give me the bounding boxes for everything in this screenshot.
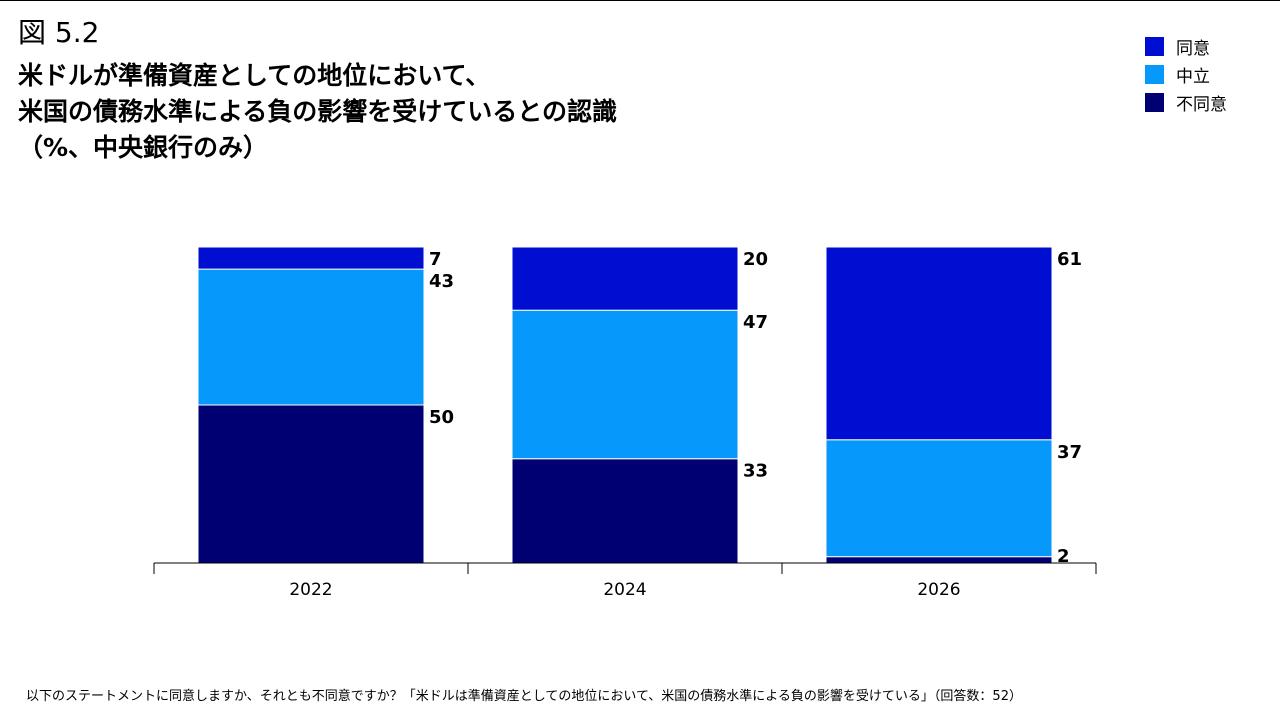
bar-2022-neutral: [197, 268, 425, 406]
legend-label-neutral: 中立: [1176, 66, 1210, 87]
legend-swatch-neutral: [1145, 64, 1164, 84]
footnote: 以下のステートメントに同意しますか、それとも不同意ですか？「米ドルは準備資産とし…: [26, 689, 1022, 704]
title-line-3: （%、中央銀行のみ）: [18, 133, 269, 162]
legend-swatch-disagree: [1145, 92, 1164, 112]
title-line-2: 米国の債務水準による負の影響を受けているとの認識: [18, 97, 618, 126]
legend-item-agree: 同意: [1145, 32, 1227, 60]
bar-2026-agree: [825, 246, 1053, 441]
bar-2022-agree: [197, 246, 425, 270]
x-tick-label-2022: 2022: [289, 580, 332, 600]
value-label-2026-disagree: 2: [1057, 546, 1070, 567]
value-label-2026-agree: 61: [1057, 249, 1082, 270]
bar-2022-disagree: [197, 404, 425, 564]
title-line-1: 米ドルが準備資産としての地位において、: [18, 61, 491, 90]
value-label-2024-agree: 20: [743, 249, 768, 270]
value-label-2024-disagree: 33: [743, 461, 768, 482]
legend-item-disagree: 不同意: [1145, 88, 1227, 116]
bar-2026-disagree: [825, 556, 1053, 564]
value-label-2022-neutral: 43: [429, 271, 454, 292]
bar-2024-agree: [511, 246, 739, 311]
legend: 同意 中立 不同意: [1145, 32, 1227, 116]
legend-label-agree: 同意: [1176, 38, 1210, 59]
legend-swatch-agree: [1145, 36, 1164, 56]
x-tick-label-2024: 2024: [603, 580, 646, 600]
x-tick-label-2026: 2026: [917, 580, 960, 600]
value-label-2026-neutral: 37: [1057, 442, 1082, 463]
bar-2026-neutral: [825, 439, 1053, 558]
bar-2024-disagree: [511, 458, 739, 564]
legend-label-disagree: 不同意: [1176, 94, 1227, 115]
legend-item-neutral: 中立: [1145, 60, 1227, 88]
value-label-2022-disagree: 50: [429, 407, 454, 428]
chart-title: 米ドルが準備資産としての地位において、 米国の債務水準による負の影響を受けている…: [18, 58, 617, 166]
bar-2024-neutral: [511, 309, 739, 460]
value-label-2024-neutral: 47: [743, 312, 768, 333]
top-rule: [0, 0, 1280, 1]
figure-label: 図 5.2: [18, 16, 100, 49]
value-label-2022-agree: 7: [429, 249, 442, 270]
